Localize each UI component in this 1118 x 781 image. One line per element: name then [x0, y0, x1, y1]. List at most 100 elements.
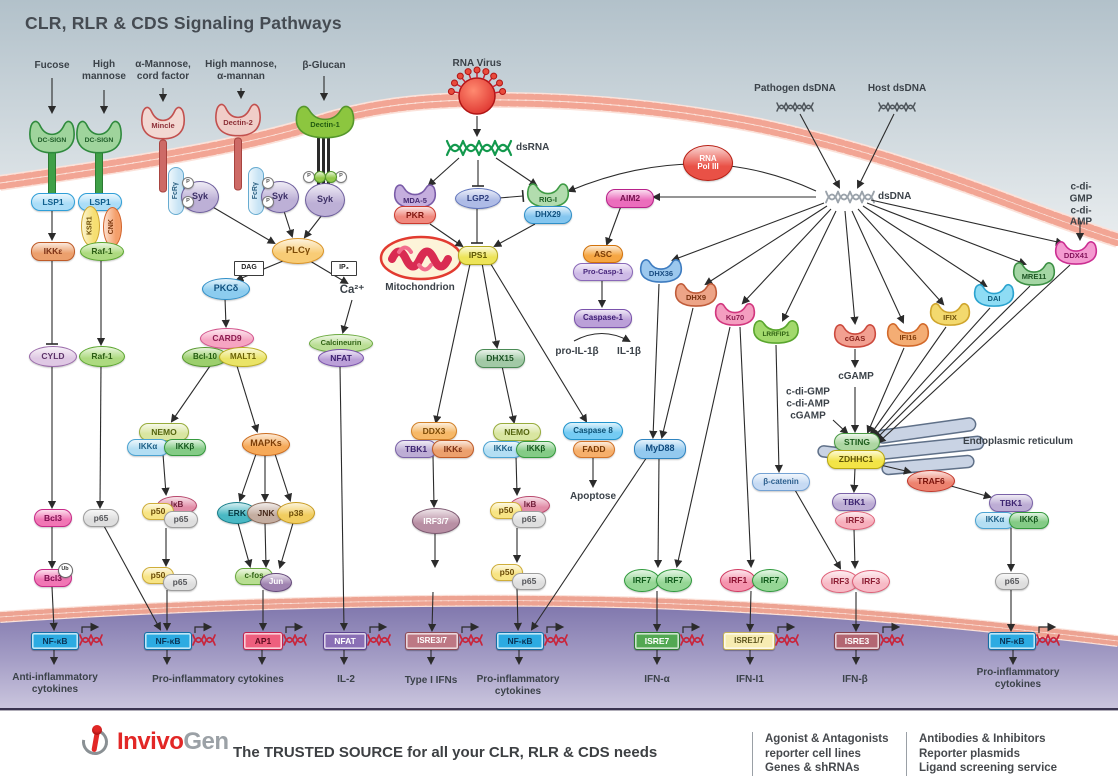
node-irf3-a: IRF3	[821, 569, 859, 593]
arrow-line	[261, 522, 270, 569]
out-anti-inflammatory: Anti-inflammatory cytokines	[12, 672, 98, 695]
node-rig-i: RIG-I	[526, 180, 570, 208]
arrow-line	[493, 223, 536, 247]
node-dhx15: DHX15	[475, 348, 525, 368]
pathogen-dsdna-label: Pathogen dsDNA	[754, 83, 836, 95]
arrow-line	[161, 453, 170, 497]
arrow-line	[605, 205, 622, 246]
node-nfkb-4: NF-κB	[988, 632, 1036, 650]
node-mapks: MAPKs	[242, 432, 290, 456]
node-pkc-delta: PKCδ	[202, 278, 250, 300]
service-line: Genes & shRNAs	[765, 762, 860, 774]
node-cyld: CYLD	[29, 345, 77, 367]
arrow-line	[850, 467, 859, 494]
node-ub-badge: Ub	[57, 562, 73, 578]
node-ap1: AP1	[243, 632, 283, 650]
arrow-line	[277, 522, 294, 569]
apoptose-label: Apoptose	[569, 491, 617, 503]
logo-text-invivo: Invivo	[117, 728, 184, 755]
node-dai: DAI	[973, 281, 1015, 307]
node-ips1: IPS1	[458, 245, 498, 265]
service-line: reporter cell lines	[765, 747, 861, 760]
mitochondrion-label: Mitochondrion	[385, 282, 455, 294]
node-label: DC-SIGN	[37, 137, 67, 144]
node-dhx36: DHX36	[639, 256, 683, 283]
node-p65-b: p65	[164, 510, 198, 528]
node-fcrg-1: FcRγ	[168, 167, 184, 215]
arrow-line	[429, 455, 439, 509]
node-p38: p38	[277, 502, 315, 524]
extracellular-space	[0, 0, 1118, 240]
node-label: Mincle	[151, 121, 175, 131]
node-irf1: IRF1	[720, 568, 756, 592]
node-raf1-b: Raf-1	[79, 345, 125, 367]
out-il2: IL-2	[337, 674, 355, 686]
node-label: Dectin-2	[223, 118, 253, 128]
arrow-line	[49, 586, 58, 632]
node-dectin-2: Dectin-2	[214, 99, 262, 137]
footer-tagline: The TRUSTED SOURCE for all your CLR, RLR…	[233, 744, 658, 761]
node-bcl3-a: Bcl3	[34, 509, 72, 527]
arrow-line	[851, 210, 905, 324]
arrow-line	[340, 299, 353, 334]
ligand-high-mannose-2: High mannose, α-mannan	[205, 59, 277, 82]
node-raf1-a: Raf-1	[80, 241, 124, 261]
node-label: cGAS	[844, 334, 866, 344]
arrow-line	[866, 202, 1027, 266]
arrow-line	[309, 260, 349, 285]
node-label: Ku70	[725, 312, 745, 322]
arrow-line	[488, 260, 588, 423]
node-jnk: JNK	[247, 502, 285, 524]
arrow-line	[282, 207, 295, 238]
arrow-line	[103, 525, 161, 631]
ligand-fucose: Fucose	[34, 60, 70, 72]
arrow-line	[429, 223, 464, 248]
cgamp-label: cGAMP	[838, 371, 874, 383]
node-zdhhc1: ZDHHC1	[827, 449, 885, 469]
footer-services-column-2: Antibodies & Inhibitors Reporter plasmid…	[906, 732, 1057, 776]
node-cgas: cGAS	[833, 321, 877, 348]
dna-helix-icon	[776, 102, 814, 112]
gene-transcription-icon	[283, 622, 307, 646]
node-nfkb-2: NF-κB	[144, 632, 192, 650]
arrow-line	[236, 365, 260, 433]
rna-virus-label: RNA Virus	[452, 58, 502, 70]
arrow-line	[221, 297, 230, 329]
arrow-line	[862, 205, 988, 288]
node-malt1: MALT1	[219, 347, 267, 367]
diagram-bottom-border	[0, 708, 1118, 711]
cdi-gmp-top: c-di-GMP c-di-AMP	[1069, 181, 1093, 228]
node-mda-5: MDA-5	[393, 181, 437, 209]
gene-transcription-icon	[79, 622, 103, 646]
node-ip3-box: IP₃	[331, 260, 357, 276]
arrow-line	[741, 208, 832, 305]
node-myd88: MyD88	[634, 439, 686, 459]
er-label: Endoplasmic reticulum	[963, 436, 1074, 448]
arrow-line	[530, 456, 648, 631]
node-tbk1-s: TBK1	[832, 493, 876, 511]
dna-helix-icon	[878, 102, 916, 112]
node-p65-a: p65	[83, 509, 119, 527]
arrow-line	[427, 157, 460, 187]
node-rna-pol-iii: RNA Pol III	[683, 145, 733, 181]
arrow-line	[671, 202, 825, 262]
node-irf3-s: IRF3	[835, 510, 875, 530]
node-dc-sign-1: DC-SIGN	[28, 116, 76, 154]
arrow-line	[481, 262, 500, 350]
node-label: DC-SIGN	[84, 137, 114, 144]
arrow-line	[774, 344, 783, 474]
node-phospho-4: P	[262, 196, 274, 208]
node-plc-gamma: PLCγ	[272, 238, 324, 264]
node-irf7-b: IRF7	[656, 568, 692, 592]
node-jun: Jun	[260, 572, 292, 592]
virus-icon	[447, 66, 507, 115]
out-ifn-alpha: IFN-α	[644, 674, 670, 686]
node-label: FcRγ	[172, 182, 180, 200]
out-ifn-beta: IFN-β	[842, 674, 868, 686]
node-dhx29: DHX29	[524, 206, 572, 224]
node-ikka-1: IKKα	[127, 438, 169, 456]
node-phospho-2: P	[182, 196, 194, 208]
ligand-high-mannose: High mannose	[82, 59, 126, 82]
out-pro-inflammatory-1: Pro-inflammatory cytokines	[152, 674, 284, 686]
node-card9: CARD9	[200, 327, 254, 349]
